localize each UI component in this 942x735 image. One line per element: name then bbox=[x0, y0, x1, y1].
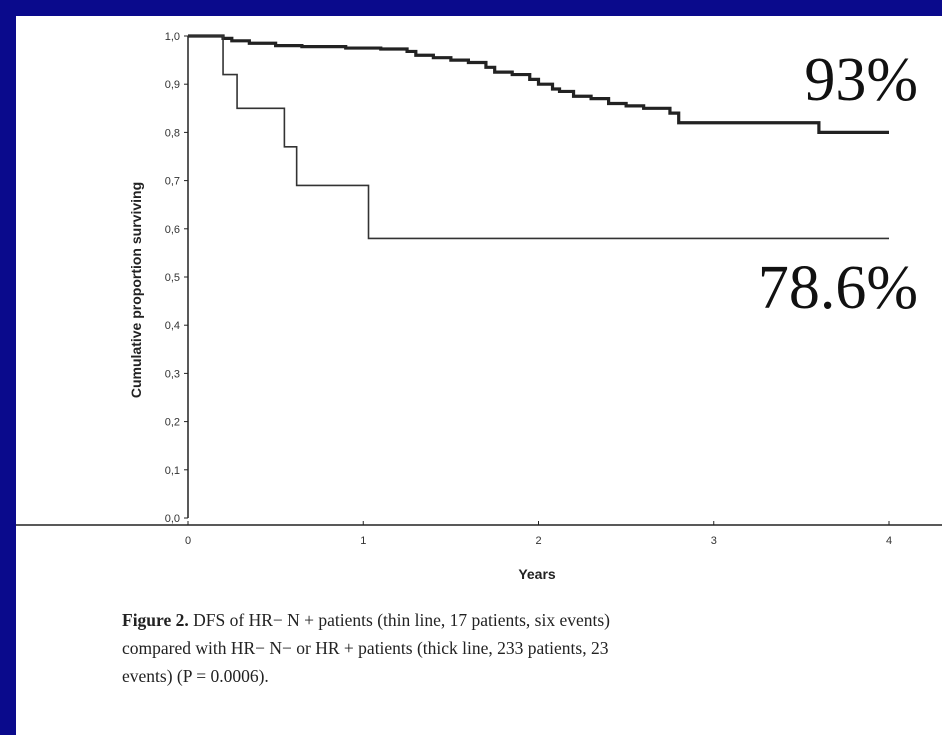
x-tick-label: 2 bbox=[535, 535, 541, 547]
y-tick-label: 0,5 bbox=[165, 272, 180, 284]
figure-caption: Figure 2. DFS of HR− N + patients (thin … bbox=[122, 606, 912, 690]
x-tick-label: 4 bbox=[886, 535, 892, 547]
thick-survival-line bbox=[188, 34, 889, 134]
y-tick-label: 0,7 bbox=[165, 176, 180, 188]
y-tick-label: 0,8 bbox=[165, 127, 180, 139]
y-tick-label: 0,2 bbox=[165, 417, 180, 429]
y-tick-label: 0,1 bbox=[165, 465, 180, 477]
caption-figure-label: Figure 2. bbox=[122, 610, 189, 630]
y-tick-label: 0,3 bbox=[165, 368, 180, 380]
caption-line-1: Figure 2. DFS of HR− N + patients (thin … bbox=[122, 606, 912, 634]
caption-line-3: events) (P = 0.0006). bbox=[122, 666, 269, 686]
y-tick-label: 0,0 bbox=[165, 513, 180, 525]
x-tick-label: 1 bbox=[360, 535, 366, 547]
thin-survival-line bbox=[188, 35, 889, 240]
y-tick-label: 1,0 bbox=[165, 31, 180, 43]
x-axis-title: Years bbox=[518, 566, 556, 582]
caption-line-2: compared with HR− N− or HR + patients (t… bbox=[122, 638, 609, 658]
series-lines bbox=[188, 34, 889, 240]
y-tick-label: 0,6 bbox=[165, 224, 180, 236]
thin-line-percent-label: 78.6% bbox=[758, 254, 918, 322]
y-tick-label: 0,9 bbox=[165, 79, 180, 91]
thick-line-percent-label: 93% bbox=[804, 46, 918, 114]
caption-line-1-text: DFS of HR− N + patients (thin line, 17 p… bbox=[193, 610, 610, 630]
x-axis: 0 1 2 3 4 bbox=[16, 521, 942, 547]
y-tick-label: 0,4 bbox=[165, 320, 180, 332]
y-axis: 0,0 0,1 0,2 0,3 0,4 0,5 0,6 0,7 0,8 0,9 1,0 bbox=[165, 31, 189, 525]
x-tick-label: 0 bbox=[185, 535, 191, 547]
x-tick-label: 3 bbox=[711, 535, 717, 547]
y-axis-title: Cumulative proportion surviving bbox=[128, 182, 144, 398]
